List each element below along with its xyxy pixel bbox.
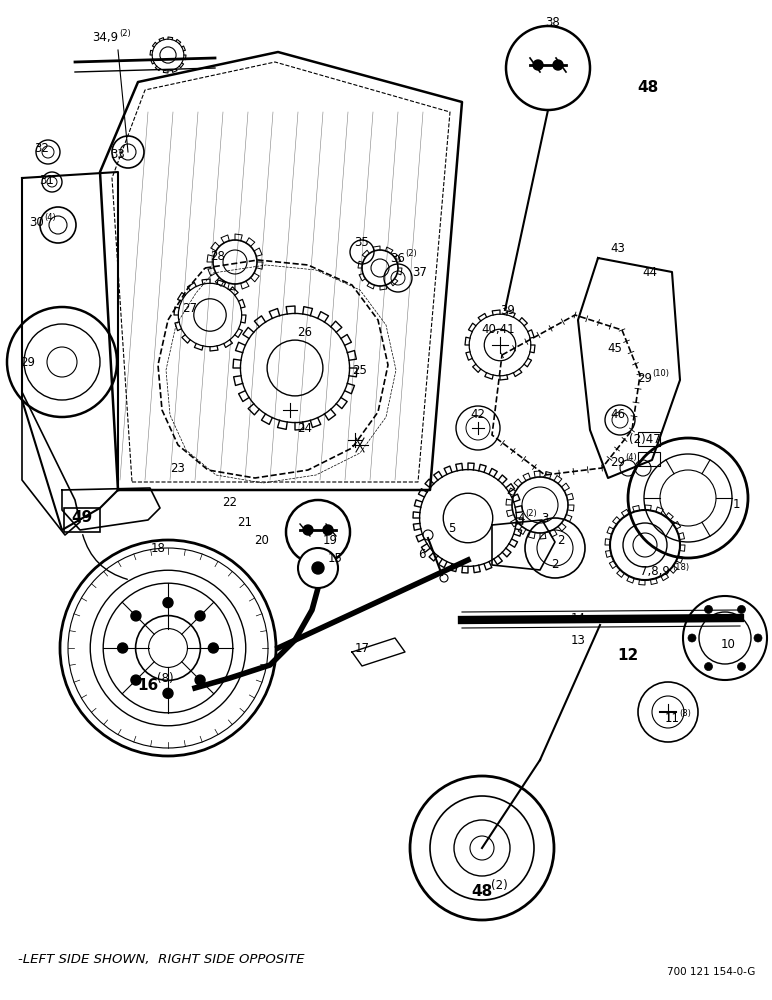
Circle shape — [688, 634, 696, 642]
Text: 29: 29 — [21, 356, 36, 368]
Circle shape — [737, 663, 746, 671]
Circle shape — [131, 675, 141, 685]
Text: 5: 5 — [449, 522, 455, 534]
Text: 35: 35 — [354, 235, 369, 248]
Text: 27: 27 — [182, 302, 198, 314]
Circle shape — [298, 548, 338, 588]
Circle shape — [323, 525, 333, 535]
Text: 1: 1 — [733, 498, 740, 512]
Text: 43: 43 — [611, 241, 625, 254]
Text: 21: 21 — [238, 516, 252, 528]
Circle shape — [705, 605, 713, 613]
Text: 16: 16 — [137, 678, 158, 692]
Text: 4: 4 — [517, 512, 525, 524]
Text: 28: 28 — [211, 249, 225, 262]
Text: 42: 42 — [470, 408, 486, 422]
Text: 17: 17 — [354, 642, 370, 654]
Text: 10: 10 — [720, 639, 736, 652]
Text: (10): (10) — [652, 369, 669, 378]
Circle shape — [195, 611, 205, 621]
Circle shape — [705, 663, 713, 671]
Text: 13: 13 — [571, 634, 585, 647]
Text: (2): (2) — [119, 29, 130, 38]
Text: (8): (8) — [679, 709, 692, 718]
Text: -LEFT SIDE SHOWN,  RIGHT SIDE OPPOSITE: -LEFT SIDE SHOWN, RIGHT SIDE OPPOSITE — [18, 954, 304, 966]
Text: 2: 2 — [557, 534, 565, 546]
Text: 46: 46 — [611, 408, 625, 422]
Text: 36: 36 — [391, 251, 405, 264]
Text: 32: 32 — [35, 141, 49, 154]
Text: 24: 24 — [297, 422, 313, 434]
Text: (4): (4) — [625, 453, 637, 462]
Text: 39: 39 — [500, 304, 516, 316]
Text: 33: 33 — [110, 148, 125, 161]
Text: 19: 19 — [323, 534, 337, 546]
FancyBboxPatch shape — [64, 508, 100, 532]
Circle shape — [208, 643, 218, 653]
Text: 45: 45 — [608, 342, 622, 355]
Text: (18): (18) — [672, 563, 689, 572]
Circle shape — [163, 598, 173, 608]
Text: 26: 26 — [297, 326, 313, 338]
Circle shape — [286, 500, 350, 564]
Circle shape — [754, 634, 762, 642]
Text: 20: 20 — [255, 534, 269, 546]
Text: (8): (8) — [157, 672, 174, 685]
Text: (2)47: (2)47 — [629, 434, 661, 446]
Text: (2): (2) — [491, 879, 508, 892]
Text: 44: 44 — [642, 265, 658, 278]
Circle shape — [553, 60, 563, 70]
Text: 34,9: 34,9 — [92, 31, 118, 44]
Text: 15: 15 — [327, 552, 343, 564]
Text: 25: 25 — [353, 363, 367, 376]
Text: 12: 12 — [618, 648, 638, 662]
Circle shape — [195, 675, 205, 685]
Text: 7,8,9: 7,8,9 — [640, 566, 670, 578]
Text: (2): (2) — [405, 249, 417, 258]
Circle shape — [737, 605, 746, 613]
Circle shape — [506, 26, 590, 110]
Text: 14: 14 — [571, 611, 585, 624]
Text: 22: 22 — [222, 496, 238, 510]
Text: (2): (2) — [525, 509, 537, 518]
Text: 38: 38 — [546, 15, 560, 28]
Text: 700 121 154-0-G: 700 121 154-0-G — [667, 967, 755, 977]
Text: 11: 11 — [665, 712, 679, 724]
Text: 31: 31 — [39, 174, 55, 186]
Circle shape — [303, 525, 313, 535]
FancyBboxPatch shape — [638, 432, 660, 446]
Text: 48: 48 — [472, 884, 493, 900]
Text: 2: 2 — [551, 558, 559, 572]
Circle shape — [163, 688, 173, 698]
FancyBboxPatch shape — [638, 452, 660, 466]
Text: 29: 29 — [638, 371, 652, 384]
Text: 40,41: 40,41 — [481, 324, 515, 336]
Text: 29: 29 — [611, 456, 625, 468]
Circle shape — [312, 562, 324, 574]
Text: (4): (4) — [45, 213, 56, 222]
Text: 3: 3 — [541, 512, 549, 524]
Circle shape — [131, 611, 141, 621]
Circle shape — [117, 643, 127, 653]
Text: 48: 48 — [638, 81, 659, 96]
Text: 6: 6 — [418, 548, 425, 562]
Text: 37: 37 — [412, 265, 428, 278]
Text: 30: 30 — [29, 216, 44, 229]
Text: 18: 18 — [151, 542, 165, 554]
Text: 49: 49 — [71, 510, 93, 526]
Circle shape — [533, 60, 543, 70]
Text: 23: 23 — [171, 462, 185, 475]
